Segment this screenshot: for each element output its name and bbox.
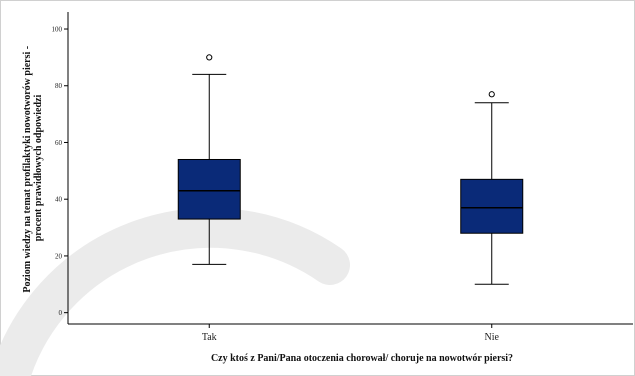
outlier-point <box>488 91 495 98</box>
y-tick-label: 100 <box>52 26 63 34</box>
boxes-group <box>177 54 524 285</box>
x-axis-ticks: Tak Nie <box>202 324 500 343</box>
x-tick-label: Nie <box>485 332 500 343</box>
y-tick-label: 20 <box>55 252 63 260</box>
iqr-box <box>460 178 524 234</box>
outlier-point <box>206 54 213 61</box>
y-tick-label: 0 <box>59 309 63 317</box>
y-axis-title-line-2: procent prawidłowych odpowiedzi <box>33 95 44 242</box>
y-tick-label: 60 <box>55 139 63 147</box>
y-tick-label: 80 <box>55 82 63 90</box>
x-tick-label: Tak <box>202 332 217 343</box>
watermark-arc <box>0 207 350 376</box>
y-axis-ticks: 0 20 40 60 80 100 <box>52 26 68 317</box>
y-axis-title-line-1: Poziom wiedzy na temat profilaktyki nowo… <box>22 46 33 293</box>
y-axis-title: Poziom wiedzy na temat profilaktyki nowo… <box>22 43 44 292</box>
iqr-box <box>177 158 241 220</box>
x-axis-title: Czy ktoś z Pani/Pana otoczenia chorował/… <box>211 353 513 364</box>
y-tick-label: 40 <box>55 196 63 204</box>
